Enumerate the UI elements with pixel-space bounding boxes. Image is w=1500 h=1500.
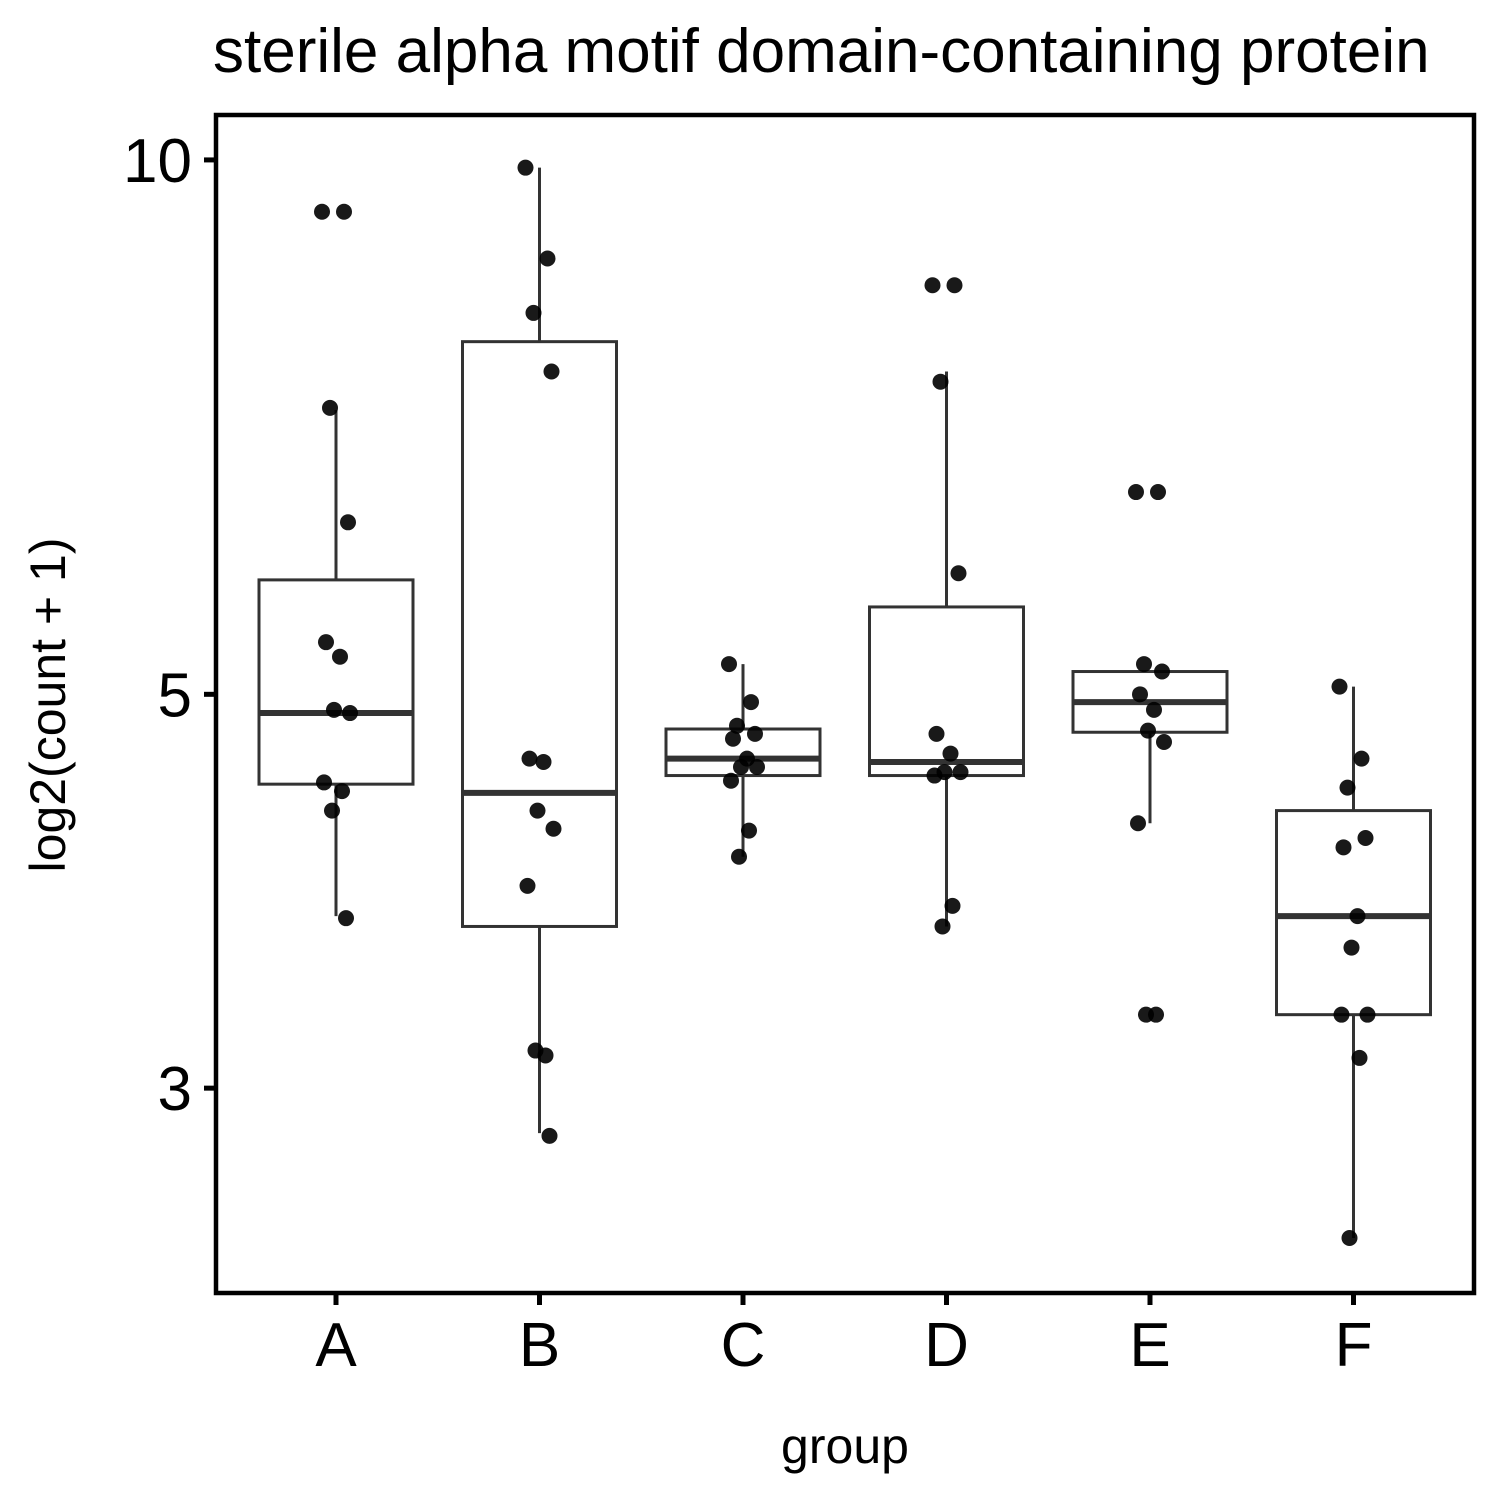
data-point-C xyxy=(733,759,749,776)
data-point-E xyxy=(1140,722,1156,739)
data-point-C xyxy=(723,772,739,789)
data-point-F xyxy=(1333,1006,1350,1023)
data-point-A xyxy=(322,399,338,416)
data-point-F xyxy=(1331,678,1348,695)
data-point-E xyxy=(1136,656,1152,673)
data-point-F xyxy=(1353,750,1370,767)
data-point-E xyxy=(1128,484,1144,501)
data-point-F xyxy=(1341,1230,1358,1247)
data-point-D xyxy=(944,897,961,914)
x-tick-label: C xyxy=(721,1311,766,1380)
data-point-D xyxy=(932,373,949,390)
x-tick-label: D xyxy=(924,1311,969,1380)
data-point-A xyxy=(338,910,354,927)
data-point-B xyxy=(541,1127,558,1144)
data-point-E xyxy=(1138,1006,1154,1023)
data-point-D xyxy=(926,767,943,784)
x-tick-label: F xyxy=(1335,1311,1373,1380)
data-point-A xyxy=(342,705,358,722)
data-point-D xyxy=(928,725,945,742)
data-point-E xyxy=(1146,701,1162,718)
y-tick-label: 10 xyxy=(123,127,192,196)
chart-title: sterile alpha motif domain-containing pr… xyxy=(213,17,1430,86)
box-E xyxy=(1071,670,1229,824)
data-point-A xyxy=(332,648,348,665)
x-tick-label: A xyxy=(315,1311,357,1380)
data-point-D xyxy=(946,277,963,294)
data-point-A xyxy=(324,802,340,819)
data-point-D xyxy=(950,565,967,582)
data-point-B xyxy=(517,159,534,176)
data-point-A xyxy=(340,514,356,531)
point-layer xyxy=(314,159,1376,1247)
data-point-F xyxy=(1339,779,1356,796)
data-point-E xyxy=(1150,484,1166,501)
data-point-C xyxy=(725,730,741,747)
axis-layer: 3 5 10 A B C D E F xyxy=(123,127,1372,1380)
data-point-F xyxy=(1335,839,1352,856)
data-point-D xyxy=(942,745,959,762)
box-iqr xyxy=(257,578,415,786)
data-point-B xyxy=(535,753,552,770)
box-B xyxy=(461,167,618,1134)
data-point-A xyxy=(334,783,350,800)
data-point-C xyxy=(743,694,759,711)
data-point-B xyxy=(543,363,560,380)
panel-border xyxy=(213,112,1477,1296)
data-point-D xyxy=(934,918,951,935)
x-tick-label: E xyxy=(1129,1311,1170,1380)
x-tick-label: B xyxy=(519,1311,560,1380)
data-point-A xyxy=(326,701,342,718)
box-layer xyxy=(257,167,1432,1239)
data-point-C xyxy=(747,725,763,742)
y-axis-title: log2(count + 1) xyxy=(20,538,76,873)
data-point-F xyxy=(1349,908,1366,925)
data-point-C xyxy=(749,759,765,776)
data-point-A xyxy=(318,634,334,651)
data-point-F xyxy=(1351,1049,1368,1066)
data-point-A xyxy=(336,203,352,220)
data-point-B xyxy=(539,250,556,267)
data-point-E xyxy=(1154,663,1170,680)
data-point-B xyxy=(519,877,536,894)
data-point-E xyxy=(1130,815,1146,832)
data-point-E xyxy=(1156,734,1172,751)
data-point-A xyxy=(316,774,332,791)
data-point-C xyxy=(721,656,737,673)
data-point-F xyxy=(1357,829,1374,846)
data-point-F xyxy=(1343,939,1360,956)
box-F xyxy=(1275,686,1432,1239)
data-point-C xyxy=(731,848,747,865)
data-point-B xyxy=(525,304,542,321)
box-A xyxy=(257,409,415,917)
data-point-B xyxy=(527,1042,544,1059)
y-tick-label: 3 xyxy=(158,1055,192,1124)
box-iqr xyxy=(461,340,618,928)
box-D xyxy=(868,371,1025,927)
data-point-C xyxy=(741,822,757,839)
data-point-B xyxy=(545,820,562,837)
y-tick-label: 5 xyxy=(158,661,192,730)
plot-panel xyxy=(213,112,1477,1296)
data-point-E xyxy=(1132,686,1148,703)
data-point-D xyxy=(952,764,969,781)
data-point-C xyxy=(729,717,745,734)
data-point-D xyxy=(924,277,941,294)
data-point-B xyxy=(529,802,546,819)
data-point-F xyxy=(1359,1006,1376,1023)
data-point-B xyxy=(521,750,538,767)
x-axis-title: group xyxy=(781,1418,909,1474)
data-point-A xyxy=(314,203,330,220)
